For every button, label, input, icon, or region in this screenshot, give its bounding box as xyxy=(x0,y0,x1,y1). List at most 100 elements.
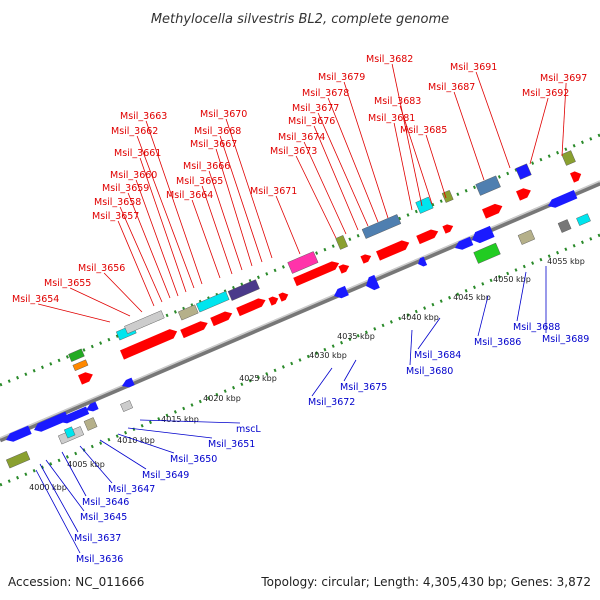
scale-tick-label: 4005 kbp xyxy=(67,460,105,469)
gene-block xyxy=(561,150,576,166)
svg-text:Msil_3658: Msil_3658 xyxy=(94,197,141,208)
gene-label-msil-3649: Msil_3649 xyxy=(99,439,189,481)
gene-label-msil-3683: Msil_3683 xyxy=(374,96,433,205)
svg-text:Msil_3686: Msil_3686 xyxy=(474,337,521,348)
gene-block xyxy=(361,214,402,239)
gene-label-msil-3660: Msil_3660 xyxy=(110,170,179,297)
gene-block xyxy=(72,359,89,372)
gene-label-msil-3684: Msil_3684 xyxy=(414,317,461,361)
gene-label-msil-3692: Msil_3692 xyxy=(522,88,569,165)
svg-text:Msil_3664: Msil_3664 xyxy=(166,190,213,201)
gene-label-msil-3686: Msil_3686 xyxy=(474,295,521,348)
gene-label-msil-3656: Msil_3656 xyxy=(78,263,143,313)
genome-title: Methylocella silvestris BL2, complete ge… xyxy=(151,12,449,27)
gene-label-msil-3647: Msil_3647 xyxy=(79,445,155,495)
svg-text:Msil_3672: Msil_3672 xyxy=(308,397,355,408)
gene-label-msil-3663: Msil_3663 xyxy=(120,111,203,285)
svg-text:Msil_3677: Msil_3677 xyxy=(292,103,339,114)
svg-text:Msil_3637: Msil_3637 xyxy=(74,533,121,544)
svg-text:Msil_3691: Msil_3691 xyxy=(450,62,497,73)
svg-text:Msil_3676: Msil_3676 xyxy=(288,116,335,127)
svg-text:Msil_3689: Msil_3689 xyxy=(542,334,589,345)
gene-block xyxy=(415,196,434,214)
gene-label-msil-3665: Msil_3665 xyxy=(176,176,233,275)
svg-text:Msil_3684: Msil_3684 xyxy=(414,350,461,361)
svg-text:Msil_3655: Msil_3655 xyxy=(44,278,91,289)
svg-text:Msil_3654: Msil_3654 xyxy=(12,294,59,305)
svg-text:Msil_3678: Msil_3678 xyxy=(302,88,349,99)
reverse-gene-arrow xyxy=(34,411,69,432)
svg-text:Msil_3650: Msil_3650 xyxy=(170,454,217,465)
scale-tick-label: 4030 kbp xyxy=(309,351,347,360)
forward-gene-arrow xyxy=(78,372,93,385)
reverse-labels: Msil_3636 Msil_3637 Msil_3645 Msil_3646 Msil… xyxy=(35,266,589,565)
svg-text:Msil_3675: Msil_3675 xyxy=(340,382,387,393)
svg-text:Msil_3646: Msil_3646 xyxy=(82,497,129,508)
gene-label-msil-3677: Msil_3677 xyxy=(292,103,369,227)
forward-gene-arrow xyxy=(416,229,439,245)
svg-text:Msil_3661: Msil_3661 xyxy=(114,148,161,159)
gene-label-msil-3672: Msil_3672 xyxy=(308,367,355,408)
gene-block xyxy=(227,279,260,301)
gene-label-msil-3654: Msil_3654 xyxy=(12,294,111,323)
svg-text:Msil_3680: Msil_3680 xyxy=(406,366,453,377)
svg-text:Msil_3666: Msil_3666 xyxy=(183,161,230,172)
scale-tick-label: 4015 kbp xyxy=(161,415,199,424)
gene-label-msil-3645: Msil_3645 xyxy=(45,459,127,523)
gene-label-msil-3646: Msil_3646 xyxy=(61,451,129,508)
gene-block xyxy=(517,229,536,245)
gene-label-msil-3691: Msil_3691 xyxy=(450,62,511,169)
gene-block xyxy=(576,213,591,226)
svg-text:Msil_3663: Msil_3663 xyxy=(120,111,167,122)
gene-label-msil-3687: Msil_3687 xyxy=(428,82,485,181)
forward-gene-arrow xyxy=(482,203,503,219)
reverse-gene-arrow xyxy=(455,236,474,250)
gene-label-msil-3673: Msil_3673 xyxy=(270,146,337,239)
svg-text:Msil_3668: Msil_3668 xyxy=(194,126,241,137)
svg-text:Msil_3651: Msil_3651 xyxy=(208,439,255,450)
forward-gene-arrow xyxy=(180,321,208,339)
scale-tick-label: 4020 kbp xyxy=(203,394,241,403)
svg-text:Msil_3682: Msil_3682 xyxy=(366,54,413,65)
gene-label-msil-3685: Msil_3685 xyxy=(400,125,447,199)
gene-features xyxy=(5,150,591,469)
svg-text:Msil_3665: Msil_3665 xyxy=(176,176,223,187)
svg-text:Msil_3685: Msil_3685 xyxy=(400,125,447,136)
gene-label-msil-3697: Msil_3697 xyxy=(540,73,587,157)
scale-tick-label: 4055 kbp xyxy=(547,257,585,266)
svg-text:Msil_3667: Msil_3667 xyxy=(190,139,237,150)
svg-text:Msil_3673: Msil_3673 xyxy=(270,146,317,157)
gene-block xyxy=(5,450,31,469)
genome-summary: Topology: circular; Length: 4,305,430 bp… xyxy=(260,575,591,589)
reverse-gene-arrow xyxy=(60,406,90,424)
gene-label-msil-3658: Msil_3658 xyxy=(94,197,163,303)
gene-label-mscl: mscL xyxy=(139,419,261,435)
gene-block xyxy=(515,163,532,180)
gene-label-msil-3659: Msil_3659 xyxy=(102,183,171,299)
svg-text:Msil_3683: Msil_3683 xyxy=(374,96,421,107)
gene-label-msil-3655: Msil_3655 xyxy=(44,278,131,317)
svg-text:Msil_3657: Msil_3657 xyxy=(92,211,139,222)
gene-label-msil-3661: Msil_3661 xyxy=(114,148,187,293)
gene-block xyxy=(83,417,98,431)
gene-label-msil-3676: Msil_3676 xyxy=(288,116,359,231)
gene-block xyxy=(177,304,199,321)
reverse-gene-arrow xyxy=(418,256,428,267)
svg-text:Msil_3647: Msil_3647 xyxy=(108,484,155,495)
reverse-gene-arrow xyxy=(548,190,578,208)
svg-text:Msil_3660: Msil_3660 xyxy=(110,170,157,181)
reverse-gene-arrow xyxy=(472,225,495,244)
gene-block xyxy=(63,426,76,439)
forward-gene-arrow xyxy=(516,188,531,201)
gene-label-msil-3657: Msil_3657 xyxy=(92,211,155,307)
scale-tick-label: 4025 kbp xyxy=(239,374,277,383)
gene-label-msil-3678: Msil_3678 xyxy=(302,88,379,223)
forward-gene-arrow xyxy=(360,254,372,264)
forward-gene-arrow xyxy=(278,292,289,302)
gene-label-msil-3688: Msil_3688 xyxy=(513,271,560,333)
gene-block xyxy=(335,235,348,250)
svg-text:Msil_3670: Msil_3670 xyxy=(200,109,247,120)
gene-label-msil-3636: Msil_3636 xyxy=(35,469,123,565)
gene-block xyxy=(68,348,85,362)
